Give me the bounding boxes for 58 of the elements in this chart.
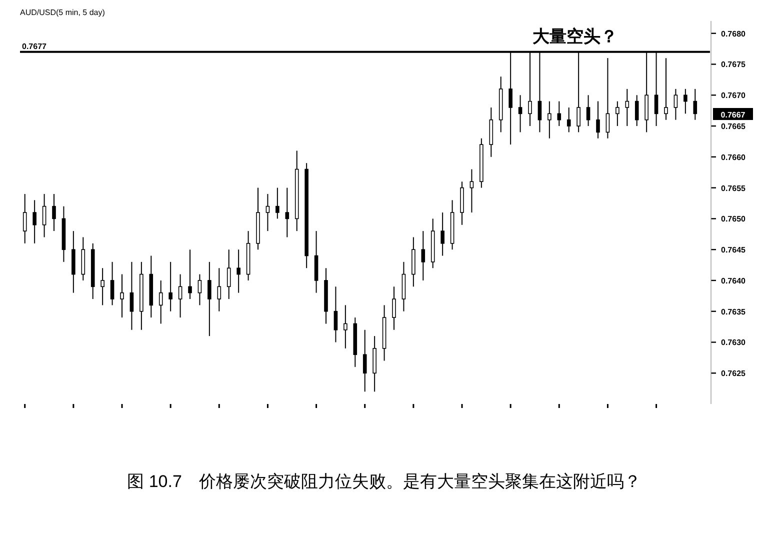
candlestick: [198, 274, 202, 306]
candlestick: [440, 212, 444, 256]
y-tick-label: 0.7635: [721, 307, 746, 316]
annotation: 大量空头？: [532, 27, 618, 46]
y-tick-label: 0.7640: [721, 276, 746, 286]
y-tick-label: 0.7645: [721, 246, 746, 255]
candlestick: [158, 280, 163, 324]
candlestick: [130, 261, 134, 330]
y-tick-label: 0.7675: [721, 60, 746, 70]
candlestick: [421, 230, 426, 281]
candlestick: [276, 187, 280, 220]
candlestick: [693, 88, 698, 120]
y-tick-label: 0.7670: [721, 91, 746, 100]
candlestick: [168, 261, 172, 312]
candlestick: [32, 200, 36, 244]
candlestick: [616, 100, 620, 127]
candlestick: [518, 94, 522, 133]
candlestick: [42, 193, 46, 238]
y-tick-label: 0.7680: [721, 29, 746, 38]
candlestick: [178, 274, 182, 318]
y-tick-label: 0.7665: [721, 122, 746, 132]
candlestick: [285, 187, 290, 238]
candlestick: [392, 286, 396, 330]
y-tick-label: 0.7625: [721, 369, 746, 378]
candlestick: [664, 58, 668, 120]
candlestick: [684, 88, 688, 114]
candlestick: [557, 100, 562, 127]
price-marker: 0.7667: [713, 108, 753, 120]
candlestick: [625, 88, 630, 127]
candlestick: [22, 193, 27, 244]
candlestick: [548, 100, 552, 139]
candlestick: [634, 94, 639, 127]
candlestick: [606, 58, 610, 139]
candlestick: [208, 261, 212, 337]
candlestick: [334, 286, 338, 343]
candlestick: [226, 249, 231, 300]
candlestick: [236, 249, 240, 294]
candlestick: [120, 274, 124, 318]
y-tick-label: 0.7660: [721, 152, 746, 162]
candlestick: [266, 193, 270, 232]
y-tick-label: 0.7655: [721, 184, 746, 193]
candlestick: [470, 168, 474, 213]
y-tick-label: 0.7650: [721, 214, 746, 224]
ref-line-label: 0.7677: [22, 42, 48, 51]
candlestick: [596, 100, 600, 139]
candlestick: [52, 193, 56, 232]
y-tick-label: 0.7630: [721, 338, 746, 348]
candlestick: [110, 261, 114, 306]
candlestick: [362, 329, 367, 392]
candlestick: [674, 88, 678, 120]
caption: 图 10.7 价格屡次突破阻力位失败。是有大量空头聚集在这附近吗？: [127, 472, 641, 491]
candlestick: [344, 304, 348, 349]
candlestick: [566, 106, 571, 133]
candlestick: [100, 268, 104, 306]
candlestick: [217, 268, 222, 312]
candlestick: [188, 249, 192, 300]
chart-title: AUD/USD(5 min, 5 day): [20, 8, 106, 17]
candlestick: [586, 94, 590, 127]
